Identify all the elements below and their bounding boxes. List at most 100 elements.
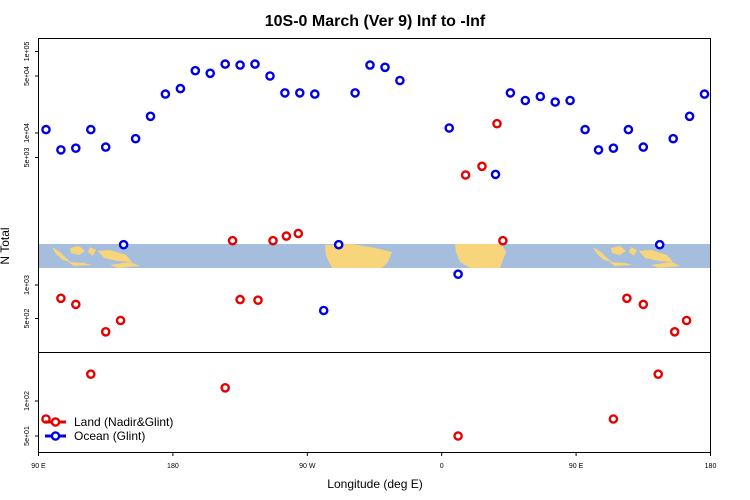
ocean-point <box>350 88 360 98</box>
ocean-point <box>235 60 245 70</box>
map-land-sulawesi-2 <box>629 247 637 256</box>
data-points <box>41 59 710 441</box>
legend-label-ocean: Ocean (Glint) <box>74 429 145 443</box>
ocean-point <box>565 95 575 106</box>
legend-marker-ocean <box>50 431 61 441</box>
land-point <box>669 326 680 337</box>
land-point <box>638 299 649 310</box>
ocean-point <box>684 111 695 122</box>
ocean-point <box>86 124 96 135</box>
legend: Land (Nadir&Glint) Ocean (Glint) <box>45 415 173 443</box>
x-tick-label: 90 E <box>569 463 584 470</box>
land-point <box>293 228 304 239</box>
ocean-point <box>250 59 260 69</box>
legend-label-land: Land (Nadir&Glint) <box>74 415 173 429</box>
ocean-point <box>623 124 634 135</box>
plot-frame <box>38 38 711 453</box>
ocean-point <box>444 123 455 133</box>
axes: 90 E 180 90 W 0 90 E 180 1e+05 5e+04 1e+04 5e+03 1… <box>24 42 716 470</box>
ocean-point <box>520 95 531 106</box>
land-point <box>477 161 487 172</box>
ocean-point <box>365 60 375 70</box>
ocean-point <box>205 68 215 79</box>
ocean-point <box>333 239 344 250</box>
ocean-point <box>220 59 230 69</box>
y-tick-label: 5e+02 <box>24 309 31 329</box>
land-point <box>253 295 263 306</box>
land-point <box>268 235 278 246</box>
ocean-point <box>309 89 320 99</box>
x-tick-label: 90 W <box>299 463 316 470</box>
land-point <box>100 326 111 337</box>
map-land-borneo-2 <box>611 246 626 255</box>
ocean-point <box>145 111 156 122</box>
land-point <box>608 414 619 424</box>
ocean-point <box>490 169 501 180</box>
ocean-point <box>453 269 463 280</box>
ocean-point <box>668 133 679 144</box>
map-land-java-2 <box>609 262 633 266</box>
map-land-indonesia-2 <box>593 247 612 262</box>
y-tick-label: 1e+05 <box>24 42 31 62</box>
map-land-java <box>68 262 92 266</box>
y-axis-label: N Total <box>0 227 12 264</box>
land-point <box>56 293 66 304</box>
land-point <box>71 299 81 310</box>
land-point <box>498 235 508 246</box>
ocean-point <box>280 88 290 98</box>
x-tick-label: 180 <box>167 463 179 470</box>
map-land-indonesia <box>52 247 71 262</box>
ocean-point <box>580 124 590 135</box>
land-point <box>86 369 96 380</box>
land-point <box>227 235 238 246</box>
ocean-point <box>190 65 201 76</box>
map-land-borneo <box>70 246 85 255</box>
y-tick-label: 1e+02 <box>24 391 31 411</box>
y-tick-label: 1e+03 <box>24 275 31 295</box>
ocean-point <box>265 71 275 81</box>
land-point <box>460 170 471 180</box>
land-point <box>622 293 632 304</box>
ocean-point <box>395 75 405 86</box>
land-point <box>235 294 245 305</box>
land-point <box>681 315 692 326</box>
map-land-new-guinea-2 <box>639 250 673 262</box>
ocean-point <box>130 133 141 144</box>
ocean-point <box>100 142 111 152</box>
map-land-sulawesi <box>88 247 96 256</box>
ocean-point <box>318 305 329 316</box>
land-point <box>220 382 230 393</box>
x-tick-label: 0 <box>440 463 444 470</box>
ocean-point <box>550 97 561 107</box>
ocean-point <box>41 124 51 135</box>
x-tick-label: 90 E <box>31 463 46 470</box>
y-tick-label: 5e+01 <box>24 426 31 446</box>
legend-marker-land <box>50 417 61 427</box>
ocean-point <box>160 89 171 99</box>
ocean-point <box>71 143 81 153</box>
map-land-australia-top-2 <box>651 262 681 268</box>
ocean-point <box>593 145 604 155</box>
y-tick-label: 5e+03 <box>24 148 31 168</box>
ocean-point <box>118 239 129 250</box>
ocean-point <box>56 145 66 155</box>
land-point <box>281 231 292 241</box>
map-strip <box>38 244 711 268</box>
ocean-point <box>175 83 186 94</box>
y-tick-label: 5e+04 <box>24 66 31 86</box>
x-axis-label: Longitude (deg E) <box>327 477 422 491</box>
x-tick-label: 180 <box>705 463 717 470</box>
y-tick-label: 1e+04 <box>24 123 31 143</box>
map-land-new-guinea <box>98 250 132 262</box>
map-land-australia-top <box>110 262 140 268</box>
ocean-point <box>638 142 649 152</box>
land-point <box>492 118 502 129</box>
land-point <box>653 369 664 380</box>
land-point <box>115 315 126 326</box>
ocean-point <box>535 91 546 102</box>
ocean-point <box>699 89 710 99</box>
ocean-point <box>654 239 665 250</box>
ocean-point <box>294 88 305 98</box>
ocean-point <box>505 88 516 98</box>
